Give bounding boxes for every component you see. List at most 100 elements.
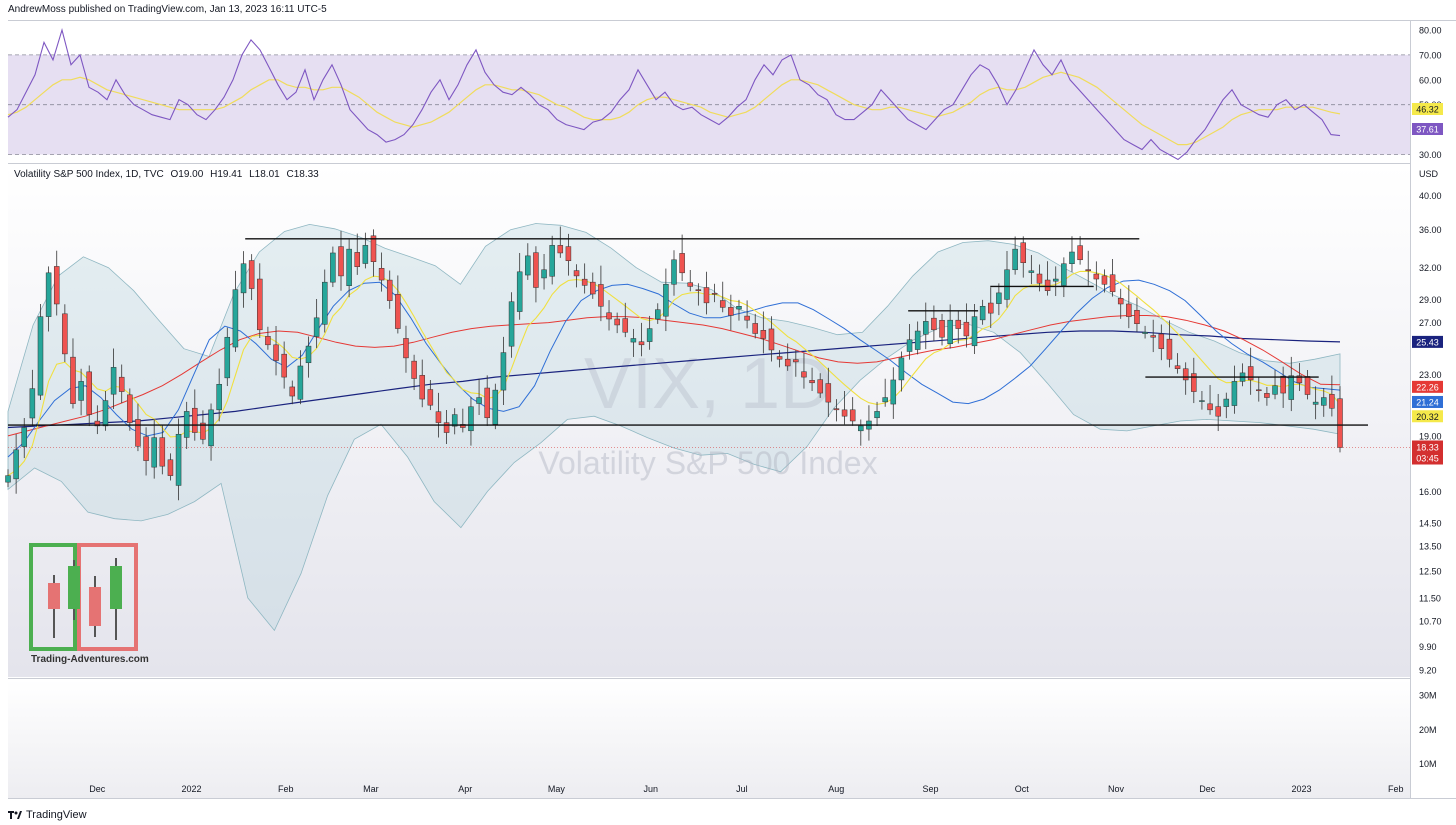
- candle-body: [858, 425, 864, 432]
- price-axis-tick: 9.90: [1419, 642, 1437, 652]
- candle-body: [703, 287, 710, 304]
- candle-body: [1134, 309, 1140, 325]
- candle-body: [947, 319, 953, 344]
- candle-body: [1028, 270, 1035, 273]
- rsi-ma-line: [7, 71, 1341, 146]
- candle-body: [192, 407, 198, 433]
- candle-body: [78, 381, 84, 401]
- logo-candle: [89, 587, 101, 626]
- candle-body: [874, 411, 880, 419]
- time-axis-tick: Aug: [828, 784, 844, 794]
- candle-body: [1012, 248, 1018, 271]
- symbol-legend[interactable]: Volatility S&P 500 Index, 1D, TVC O19.00…: [14, 169, 323, 180]
- candle-body: [427, 389, 434, 406]
- candle-body: [1085, 269, 1091, 272]
- candle-body: [1256, 389, 1262, 392]
- candle-body: [37, 316, 44, 396]
- candle-body: [841, 409, 848, 417]
- candle-body: [1247, 366, 1254, 381]
- bar-countdown: 03:45: [1416, 454, 1439, 464]
- candle-body: [1052, 278, 1059, 282]
- price-axis-tick: 16.00: [1419, 487, 1442, 497]
- candle-body: [784, 358, 791, 367]
- watermark-ticker: VIX, 1D: [584, 344, 832, 424]
- candle-body: [939, 320, 945, 338]
- candle-body: [224, 336, 231, 379]
- rsi-layer: [7, 27, 1410, 161]
- publish-header: AndrewMoss published on TradingView.com,…: [8, 4, 327, 15]
- volume-panel[interactable]: [8, 680, 1410, 798]
- price-axis-tick: 9.20: [1419, 665, 1437, 675]
- candle-body: [419, 375, 425, 400]
- last-price-tag-bg: [1412, 440, 1443, 465]
- time-axis[interactable]: Dec 2022 Feb Mar Apr May Jun Jul Aug Sep Oct Nov Dec…: [89, 784, 1403, 794]
- trading-adventures-logo: [29, 543, 138, 651]
- time-axis-tick: Nov: [1108, 784, 1125, 794]
- candle-body: [110, 367, 117, 395]
- bollinger-band-layer: [7, 223, 1341, 632]
- price-axis-unit: USD: [1419, 169, 1439, 179]
- candle-body: [768, 328, 775, 351]
- ma-20-line: [7, 279, 1341, 458]
- candle-body: [614, 318, 620, 326]
- candle-body: [1191, 373, 1197, 392]
- candle-body: [273, 344, 279, 361]
- price-axis-tick: 32.00: [1419, 263, 1442, 273]
- candle-body: [500, 352, 507, 391]
- time-axis-tick: 2023: [1291, 784, 1311, 794]
- candle-body: [598, 284, 604, 307]
- rsi-axis-tick: 60.00: [1419, 75, 1442, 85]
- candle-body: [1231, 381, 1238, 406]
- candle-body: [1069, 251, 1075, 264]
- horizontal-lines-layer[interactable]: [8, 238, 1368, 426]
- candle-body: [86, 371, 92, 415]
- candle-body: [411, 360, 417, 379]
- rsi-line: [7, 27, 1341, 161]
- candle-body: [135, 419, 141, 447]
- legend-open: O19.00: [170, 169, 204, 180]
- candle-body: [565, 246, 572, 262]
- ema-tag-bg: [1412, 410, 1443, 423]
- candle-body: [338, 246, 344, 277]
- price-axis-tick: 10.70: [1419, 617, 1442, 627]
- candle-body: [1020, 242, 1026, 263]
- candle-body: [305, 345, 312, 364]
- candle-body: [216, 384, 222, 411]
- candle-body: [679, 253, 685, 274]
- price-axis-tick: 36.00: [1419, 225, 1442, 235]
- candle-body: [646, 328, 653, 342]
- logo-candle: [48, 583, 60, 609]
- price-axis-tick: 11.50: [1419, 593, 1441, 603]
- main-panel[interactable]: [8, 165, 1410, 677]
- time-axis-tick: Sep: [922, 784, 938, 794]
- candle-body: [979, 305, 986, 321]
- rsi-axis-tick: 30.00: [1419, 150, 1442, 160]
- candle-body: [386, 279, 393, 301]
- ema-tag: 20.32: [1416, 412, 1439, 422]
- candle-body: [525, 255, 531, 276]
- candle-body: [435, 411, 442, 423]
- ma-50-tag-bg: [1412, 380, 1443, 393]
- candle-body: [898, 357, 905, 381]
- logo-candle: [68, 566, 80, 609]
- watermark: VIX, 1D Volatility S&P 500 Index: [538, 344, 877, 481]
- candle-body: [1312, 401, 1319, 405]
- candle-body: [1280, 375, 1286, 394]
- volume-axis-tick: 20M: [1419, 725, 1437, 735]
- last-price-tag: 18.33: [1416, 443, 1439, 453]
- price-axis-tick: 27.00: [1419, 318, 1442, 328]
- candle-body: [890, 379, 897, 405]
- rsi-axis-tick: 70.00: [1419, 50, 1442, 60]
- footer-brand[interactable]: TradingView: [8, 809, 87, 821]
- candle-body: [695, 289, 702, 291]
- candle-body: [322, 281, 328, 325]
- candle-body: [1321, 397, 1327, 406]
- candle-body: [833, 408, 840, 411]
- candle-body: [931, 317, 937, 331]
- candle-body: [443, 422, 450, 433]
- candle-body: [825, 383, 832, 403]
- candle-body: [313, 317, 320, 337]
- candle-body: [549, 245, 555, 277]
